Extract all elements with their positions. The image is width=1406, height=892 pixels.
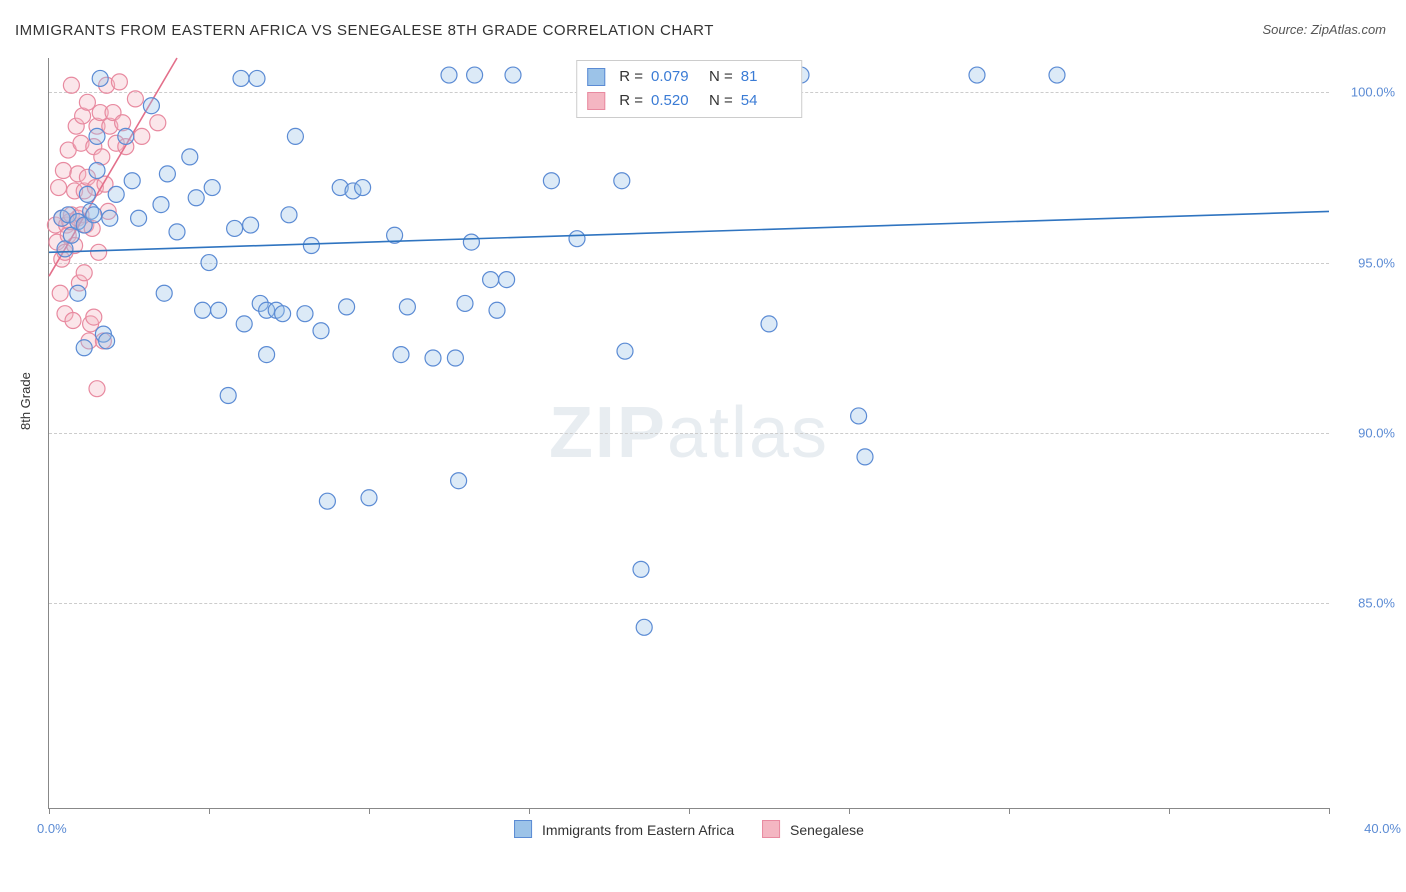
bottom-legend-swatch-2 <box>762 820 780 838</box>
stats-swatch-1 <box>587 68 605 86</box>
bottom-legend-swatch-1 <box>514 820 532 838</box>
bottom-legend-item-1: Immigrants from Eastern Africa <box>514 820 734 838</box>
chart-container: IMMIGRANTS FROM EASTERN AFRICA VS SENEGA… <box>0 0 1406 892</box>
bottom-legend-label-1: Immigrants from Eastern Africa <box>542 822 734 838</box>
y-tick-label: 95.0% <box>1339 255 1395 270</box>
stats-swatch-2 <box>587 92 605 110</box>
plot-area: ZIPatlas R = 0.079 N = 81 R = 0.520 N = … <box>48 58 1329 809</box>
x-tick <box>529 808 530 814</box>
stats-r-label-2: R = <box>619 89 643 113</box>
stats-r-label-1: R = <box>619 65 643 89</box>
source-label: Source: ZipAtlas.com <box>1262 22 1386 37</box>
bottom-legend: Immigrants from Eastern Africa Senegales… <box>514 820 864 838</box>
stats-n-label-1: N = <box>709 65 733 89</box>
stats-r-value-2: 0.520 <box>651 89 701 113</box>
stats-row-series-1: R = 0.079 N = 81 <box>587 65 791 89</box>
bottom-legend-item-2: Senegalese <box>762 820 864 838</box>
stats-n-value-1: 81 <box>741 65 791 89</box>
x-axis-min-label: 0.0% <box>37 821 67 836</box>
stats-legend-box: R = 0.079 N = 81 R = 0.520 N = 54 <box>576 60 802 118</box>
x-tick <box>1329 808 1330 814</box>
x-tick <box>209 808 210 814</box>
y-tick-label: 100.0% <box>1339 85 1395 100</box>
y-tick-label: 85.0% <box>1339 596 1395 611</box>
x-tick <box>1169 808 1170 814</box>
x-tick <box>369 808 370 814</box>
stats-n-value-2: 54 <box>741 89 791 113</box>
x-tick <box>1009 808 1010 814</box>
x-tick <box>849 808 850 814</box>
x-tick <box>689 808 690 814</box>
x-tick <box>49 808 50 814</box>
chart-title: IMMIGRANTS FROM EASTERN AFRICA VS SENEGA… <box>15 22 714 39</box>
stats-n-label-2: N = <box>709 89 733 113</box>
stats-r-value-1: 0.079 <box>651 65 701 89</box>
y-tick-label: 90.0% <box>1339 426 1395 441</box>
y-axis-label: 8th Grade <box>18 372 33 430</box>
x-axis-max-label: 40.0% <box>1364 821 1401 836</box>
chart-svg <box>49 58 1329 808</box>
bottom-legend-label-2: Senegalese <box>790 822 864 838</box>
stats-row-series-2: R = 0.520 N = 54 <box>587 89 791 113</box>
